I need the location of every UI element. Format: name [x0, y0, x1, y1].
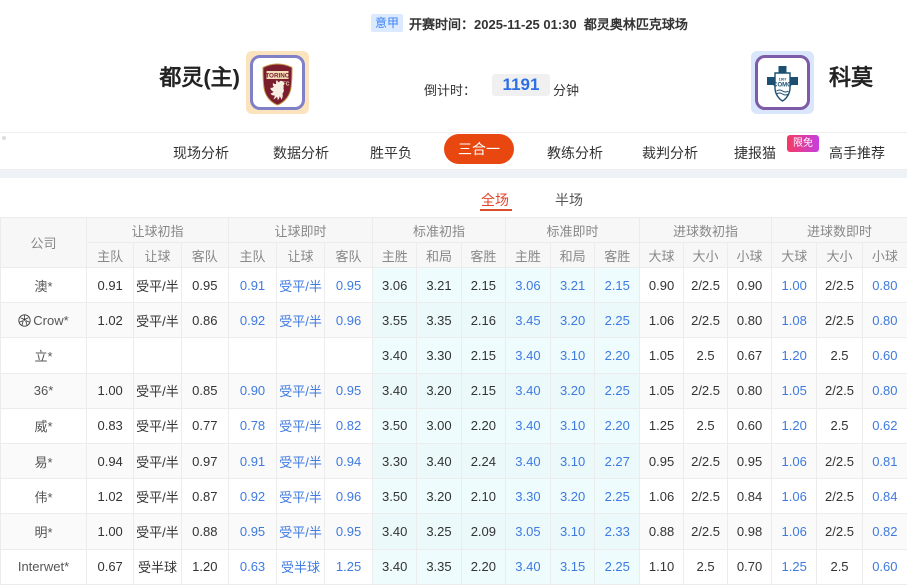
svg-text:1907: 1907: [779, 78, 787, 82]
svg-text:COMO: COMO: [773, 83, 792, 89]
svg-text:TORINO: TORINO: [265, 73, 289, 80]
